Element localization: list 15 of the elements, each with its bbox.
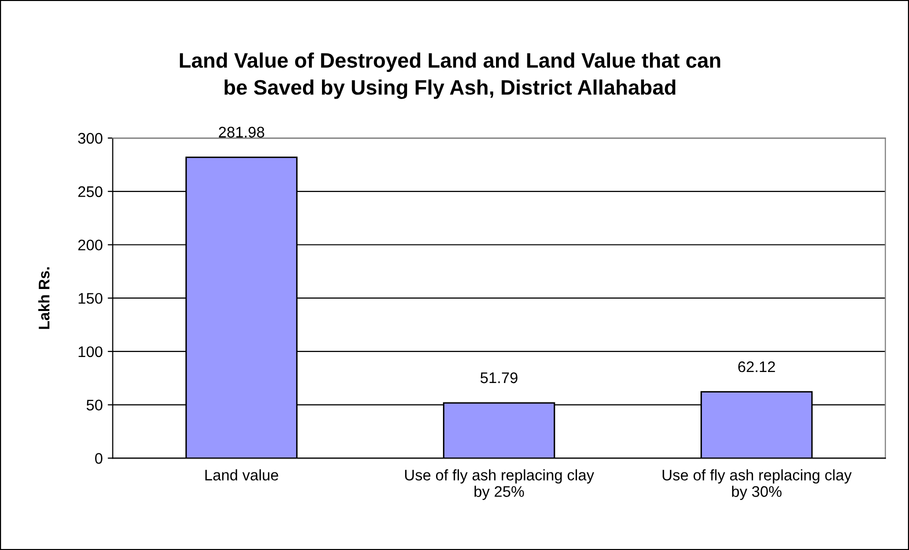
x-tick-label: Use of fly ash replacing clay by 30%	[662, 469, 852, 500]
y-tick-label: 0	[95, 453, 102, 464]
y-tick-label: 300	[78, 132, 102, 144]
x-tick-label: Use of fly ash replacing clay by 25%	[405, 469, 594, 500]
data-label: 281.98	[218, 126, 264, 138]
y-tick-label: 100	[78, 346, 102, 358]
chart-title: Land Value of Destroyed Land and Land Value that can be Saved by Using Fly Ash, District Allahabad	[180, 52, 720, 99]
data-label: 51.79	[480, 372, 518, 384]
y-axis-title: Lakh Rs.	[38, 267, 50, 329]
y-tick-label: 150	[78, 292, 102, 304]
y-tick-label: 250	[78, 186, 102, 198]
x-tick-label: Land value	[205, 469, 278, 480]
y-tick-label: 50	[86, 400, 102, 410]
data-label: 62.12	[738, 361, 775, 372]
y-tick-label: 200	[78, 240, 102, 250]
